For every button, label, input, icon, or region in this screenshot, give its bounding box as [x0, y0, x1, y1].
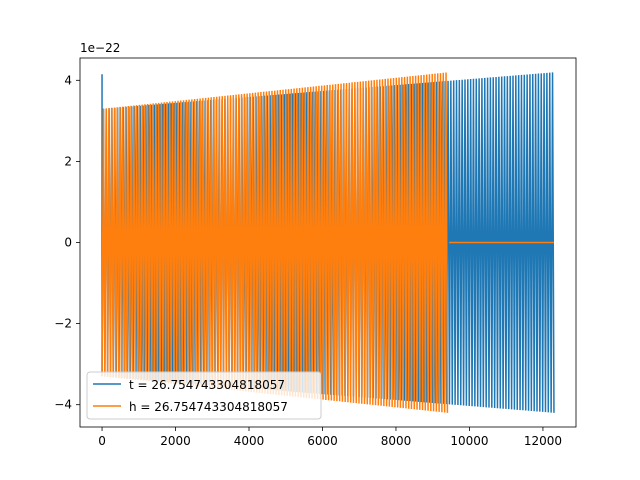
y-tick-label: 4 — [64, 73, 72, 87]
x-tick-label: 8000 — [381, 434, 412, 448]
y-tick-label: −4 — [54, 398, 72, 412]
x-tick-label: 4000 — [234, 434, 265, 448]
x-tick-label: 0 — [98, 434, 106, 448]
x-tick-label: 10000 — [450, 434, 488, 448]
x-tick-label: 2000 — [160, 434, 191, 448]
y-axis: −4 −2 0 2 4 — [54, 73, 80, 412]
x-tick-label: 12000 — [524, 434, 562, 448]
legend-label-t: t = 26.754743304818057 — [129, 378, 285, 392]
legend-label-h: h = 26.754743304818057 — [129, 400, 288, 414]
y-tick-label: −2 — [54, 317, 72, 331]
legend: t = 26.754743304818057 h = 26.7547433048… — [86, 371, 322, 420]
legend-box — [86, 371, 322, 420]
y-offset-label: 1e−22 — [80, 41, 120, 55]
x-axis: 0 2000 4000 6000 8000 10000 12000 — [98, 427, 562, 448]
series-line-h — [101, 72, 449, 413]
series-layer — [101, 72, 555, 413]
plot-area — [101, 72, 555, 413]
y-tick-label: 0 — [64, 236, 72, 250]
x-tick-label: 6000 — [307, 434, 338, 448]
y-tick-label: 2 — [64, 154, 72, 168]
